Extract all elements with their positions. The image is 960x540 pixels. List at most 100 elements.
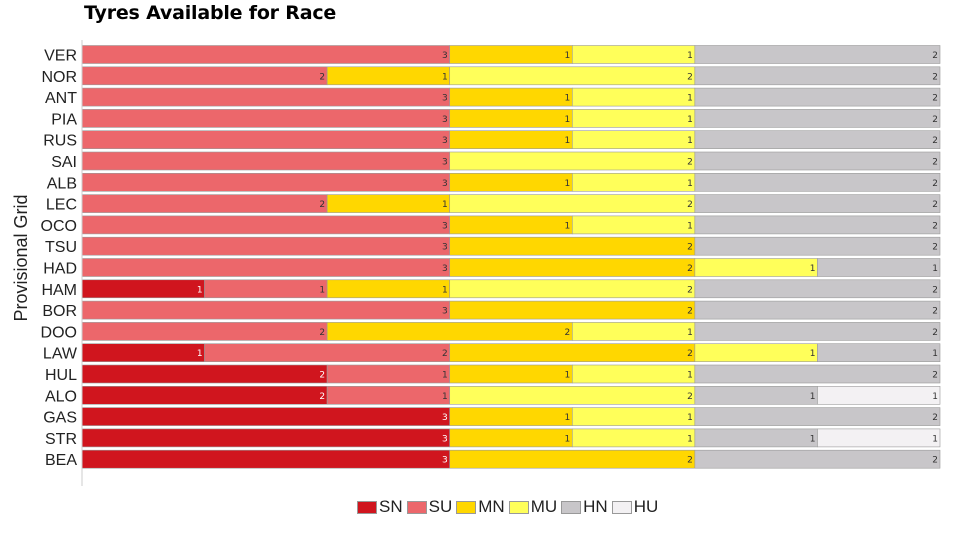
driver-label-law: LAW [43,346,78,363]
bar-ham-hn [694,279,941,299]
driver-label-ver: VER [44,48,77,65]
bar-ham-mn [326,279,451,299]
bar-value-label: 1 [442,392,448,402]
bar-rus-su [81,130,451,149]
bar-bea-sn [81,449,451,469]
bar-value-label: 2 [932,136,938,146]
bar-law-mn [449,343,696,363]
bar-str-hu [817,428,941,448]
bar-nor-hn [694,66,941,86]
bar-str-sn [81,428,451,448]
bar-sai-su [81,151,451,171]
bar-value-label: 1 [687,413,693,423]
bar-value-label: 2 [687,349,693,359]
bar-value-label: 2 [932,51,938,61]
bar-value-label: 3 [442,136,448,146]
bar-value-label: 2 [319,371,325,381]
bar-lec-mn [326,194,451,213]
bar-value-label: 1 [932,264,938,274]
bars-group: 3 1 1 2 2 1 2 2 3 1 1 2 3 1 1 2 3 1 1 2 3 2 2 3 1 1 2 2 1 2 2 3 1 1 2 3 2 2 3 2… [81,45,941,469]
driver-labels: VER NOR ANT PIA RUS SAI ALB LEC OCO TSU HAD HAM BOR D… [41,48,78,470]
y-axis-label: Provisional Grid [11,194,31,321]
bar-value-label: 3 [442,158,448,168]
bar-value-label: 2 [565,328,571,338]
bar-value-label: 2 [932,200,938,210]
bar-bor-hn [694,300,941,320]
bar-value-label: 1 [687,94,693,104]
bar-pia-mu [571,109,696,128]
bar-hul-mn [449,364,573,384]
bar-value-label: 1 [687,328,693,338]
legend-item-mn: MN [456,497,505,517]
bar-gas-mu [571,407,696,426]
bar-value-label: 2 [687,456,693,466]
bar-value-label: 1 [565,179,571,189]
driver-label-ham: HAM [41,282,77,299]
bar-value-label: 1 [810,434,816,444]
bar-value-label: 3 [442,51,448,61]
bar-value-label: 1 [687,371,693,381]
bar-had-mu [694,258,818,277]
bar-doo-su [81,322,328,341]
bar-value-label: 1 [442,72,448,82]
bar-value-label: 1 [687,179,693,189]
bar-ham-sn [81,279,205,299]
driver-label-tsu: TSU [45,239,77,256]
bar-tsu-su [81,236,451,256]
legend-swatch [611,500,632,514]
bar-value-label: 1 [687,136,693,146]
bar-alb-mn [449,173,573,192]
bar-value-label: 1 [687,115,693,125]
bar-oco-su [81,215,451,235]
driver-label-bea: BEA [45,452,77,469]
bar-rus-mu [571,130,696,149]
bar-value-label: 3 [442,243,448,253]
bar-doo-mn [326,322,573,341]
bar-law-mu [694,343,818,363]
legend-swatch [508,500,529,514]
bar-ham-su [204,279,328,299]
driver-label-pia: PIA [51,111,77,128]
bar-value-label: 1 [197,285,203,295]
bar-value-label: 2 [932,115,938,125]
bar-alb-su [81,173,451,192]
bar-doo-hn [694,322,941,341]
bar-alb-mu [571,173,696,192]
bar-value-label: 1 [687,221,693,231]
bar-value-label: 2 [932,72,938,82]
bar-tsu-mn [449,236,696,256]
bar-had-hn [817,258,941,277]
driver-label-alo: ALO [45,388,77,405]
bar-bor-mn [449,300,696,320]
bar-value-label: 1 [932,434,938,444]
driver-label-oco: OCO [41,218,77,235]
bar-value-label: 2 [442,349,448,359]
bar-value-label: 3 [442,221,448,231]
driver-label-str: STR [45,431,77,448]
bar-hul-hn [694,364,941,384]
bar-hul-mu [571,364,696,384]
bar-bea-hn [694,449,941,469]
bar-value-label: 2 [932,94,938,104]
bar-str-mu [571,428,696,448]
bar-bor-su [81,300,451,320]
legend-swatch [406,500,427,514]
bar-value-label: 1 [442,285,448,295]
bar-ham-mu [449,279,696,299]
bar-tsu-hn [694,236,941,256]
bar-ver-su [81,45,451,64]
bar-hul-su [326,364,451,384]
bar-value-label: 2 [319,392,325,402]
bar-value-label: 1 [565,136,571,146]
driver-label-ant: ANT [45,90,77,107]
legend-swatch [357,500,377,514]
bar-ant-hn [694,87,941,107]
bar-nor-mn [326,66,451,86]
driver-label-hul: HUL [45,367,77,384]
bar-lec-hn [694,194,941,213]
bar-gas-sn [81,407,451,426]
legend-item-hu: HU [611,497,658,517]
bar-alo-mu [449,385,696,405]
bar-value-label: 1 [810,264,816,274]
